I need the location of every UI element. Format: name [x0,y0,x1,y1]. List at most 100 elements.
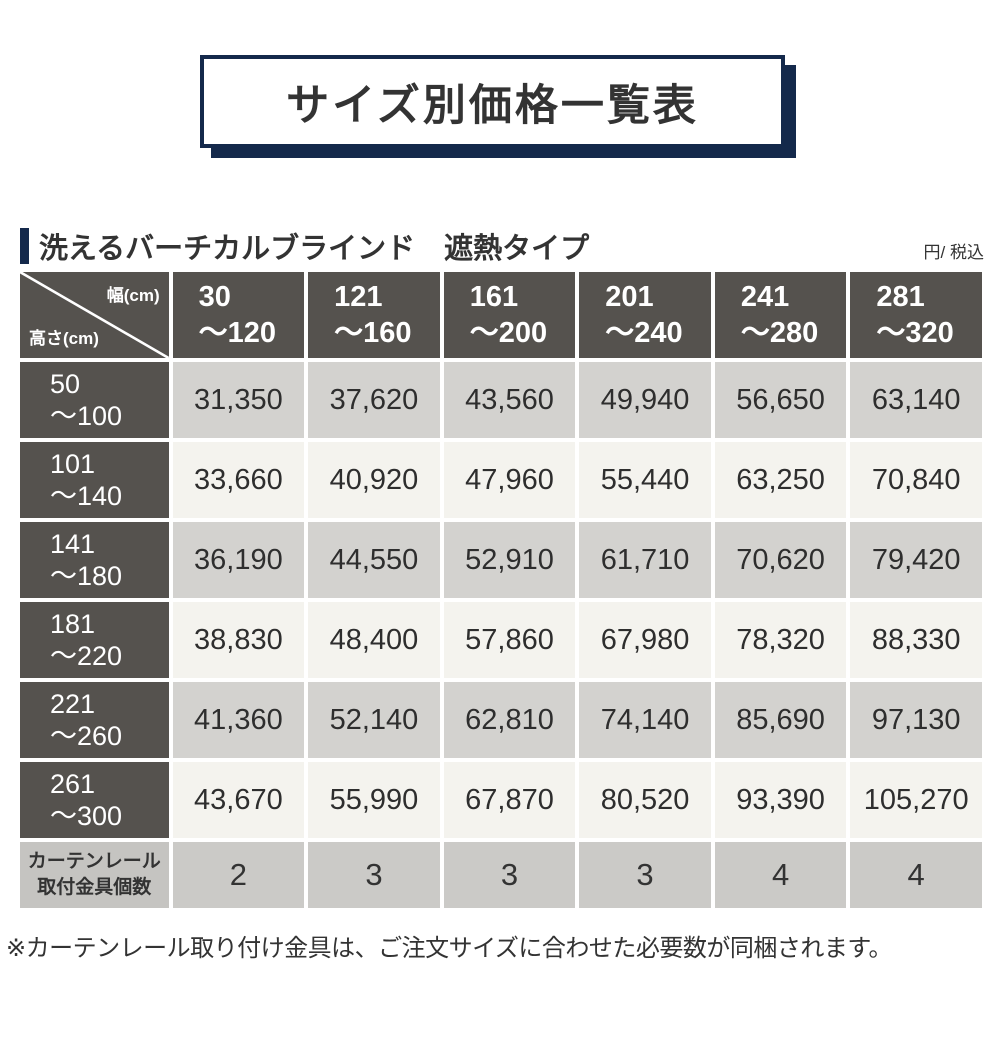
width-range-header-0: 30 〜120 [172,272,305,358]
height-range-line2: 〜140 [50,481,123,511]
bracket-row: カーテンレール 取付金具個数 2 3 3 3 4 4 [20,842,982,908]
diagonal-line [20,272,169,358]
height-range-line2: 〜180 [50,561,123,591]
price-table: 幅(cm) 高さ(cm) 30 〜120 121 〜160 161 〜200 201 〜240 24… [16,268,986,912]
product-subtitle: 洗えるバーチカルブラインド 遮熱タイプ [20,225,589,267]
width-range-line1: 121 [334,280,383,313]
height-range-header-2: 141 〜180 [20,522,169,598]
width-range-line2: 〜320 [876,317,954,349]
page-title: サイズ別価格一覧表 [286,81,699,130]
bracket-count-2: 3 [443,842,576,908]
width-range-header-3: 201 〜240 [579,272,711,358]
price-cell-1-0: 33,660 [172,442,305,518]
height-range-line1: 261 [50,768,96,799]
bracket-count-0: 2 [172,842,305,908]
height-range-line1: 181 [50,608,96,639]
price-table-head: 幅(cm) 高さ(cm) 30 〜120 121 〜160 161 〜200 201 〜240 24… [20,272,982,358]
price-cell-5-1: 55,990 [308,762,440,838]
width-range-header-5: 281 〜320 [850,272,982,358]
height-range-line2: 〜260 [50,721,123,751]
price-cell-2-4: 70,620 [714,522,847,598]
price-cell-1-4: 63,250 [714,442,847,518]
subtitle-row: 洗えるバーチカルブラインド 遮熱タイプ 円/ 税込 [20,225,984,267]
price-cell-3-2: 57,860 [443,602,576,678]
price-table-body: 50 〜100 31,350 37,620 43,560 49,940 56,650 63,1… [20,362,982,908]
height-range-header-0: 50 〜100 [20,362,169,438]
height-range-header-5: 261 〜300 [20,762,169,838]
price-cell-4-1: 52,140 [308,682,440,758]
price-cell-0-4: 56,650 [714,362,847,438]
width-range-line2: 〜160 [334,317,412,349]
height-range-line1: 101 [50,448,96,479]
width-range-line2: 〜120 [198,317,277,349]
width-range-line1: 201 [605,280,654,313]
corner-width-label: 幅(cm) [106,286,160,305]
width-range-header-1: 121 〜160 [308,272,440,358]
price-cell-1-5: 70,840 [850,442,982,518]
price-cell-4-2: 62,810 [443,682,576,758]
price-cell-0-3: 49,940 [579,362,711,438]
price-row-0: 50 〜100 31,350 37,620 43,560 49,940 56,650 63,1… [20,362,982,438]
price-cell-0-0: 31,350 [172,362,305,438]
width-range-line1: 161 [469,280,519,313]
page: サイズ別価格一覧表 洗えるバーチカルブラインド 遮熱タイプ 円/ 税込 幅(cm… [0,55,1000,1055]
bracket-label-line1: カーテンレール [27,851,161,873]
price-row-4: 221 〜260 41,360 52,140 62,810 74,140 85,690 97,… [20,682,982,758]
width-range-header-4: 241 〜280 [714,272,847,358]
height-range-header-3: 181 〜220 [20,602,169,678]
bracket-count-1: 3 [308,842,440,908]
height-range-line2: 〜300 [50,801,123,831]
bracket-count-3: 3 [579,842,711,908]
height-range-header-1: 101 〜140 [20,442,169,518]
price-cell-4-4: 85,690 [714,682,847,758]
price-cell-4-5: 97,130 [850,682,982,758]
price-cell-2-0: 36,190 [172,522,305,598]
price-cell-3-1: 48,400 [308,602,440,678]
header-row: 幅(cm) 高さ(cm) 30 〜120 121 〜160 161 〜200 201 〜240 24… [20,272,982,358]
height-range-header-4: 221 〜260 [20,682,169,758]
height-range-line2: 〜100 [50,401,123,431]
width-range-header-2: 161 〜200 [443,272,576,358]
price-cell-5-5: 105,270 [850,762,982,838]
product-subtitle-label: 洗えるバーチカルブラインド 遮熱タイプ [39,233,590,265]
accent-bar [20,228,29,264]
price-cell-5-2: 67,870 [443,762,576,838]
price-cell-1-3: 55,440 [579,442,711,518]
width-range-line2: 〜200 [469,317,548,349]
price-row-2: 141 〜180 36,190 44,550 52,910 61,710 70,620 79,… [20,522,982,598]
price-cell-5-3: 80,520 [579,762,711,838]
price-cell-3-3: 67,980 [579,602,711,678]
bracket-count-5: 4 [850,842,982,908]
corner-cell: 幅(cm) 高さ(cm) [20,272,169,358]
title-banner: サイズ別価格一覧表 [200,55,785,148]
price-cell-3-4: 78,320 [714,602,847,678]
corner-height-label: 高さ(cm) [29,329,99,348]
price-cell-2-5: 79,420 [850,522,982,598]
price-cell-4-3: 74,140 [579,682,711,758]
height-range-line1: 141 [50,528,96,559]
width-range-line2: 〜240 [605,317,683,349]
height-range-line2: 〜220 [50,641,123,671]
bracket-row-label: カーテンレール 取付金具個数 [20,842,169,908]
price-cell-3-0: 38,830 [172,602,305,678]
price-cell-2-1: 44,550 [308,522,440,598]
price-cell-4-0: 41,360 [172,682,305,758]
price-cell-1-1: 40,920 [308,442,440,518]
bracket-label-line2: 取付金具個数 [37,877,152,898]
price-cell-0-2: 43,560 [443,362,576,438]
price-cell-0-5: 63,140 [850,362,982,438]
price-cell-2-3: 61,710 [579,522,711,598]
width-range-line1: 30 [198,280,231,313]
price-row-3: 181 〜220 38,830 48,400 57,860 67,980 78,320 88,… [20,602,982,678]
price-cell-3-5: 88,330 [850,602,982,678]
price-cell-0-1: 37,620 [308,362,440,438]
price-cell-5-0: 43,670 [172,762,305,838]
price-cell-2-2: 52,910 [443,522,576,598]
height-range-line1: 221 [50,688,96,719]
price-row-5: 261 〜300 43,670 55,990 67,870 80,520 93,390 105… [20,762,982,838]
width-range-line2: 〜280 [740,317,819,349]
bracket-count-4: 4 [714,842,847,908]
price-cell-5-4: 93,390 [714,762,847,838]
width-range-line1: 241 [740,280,790,313]
width-range-line1: 281 [876,280,925,313]
